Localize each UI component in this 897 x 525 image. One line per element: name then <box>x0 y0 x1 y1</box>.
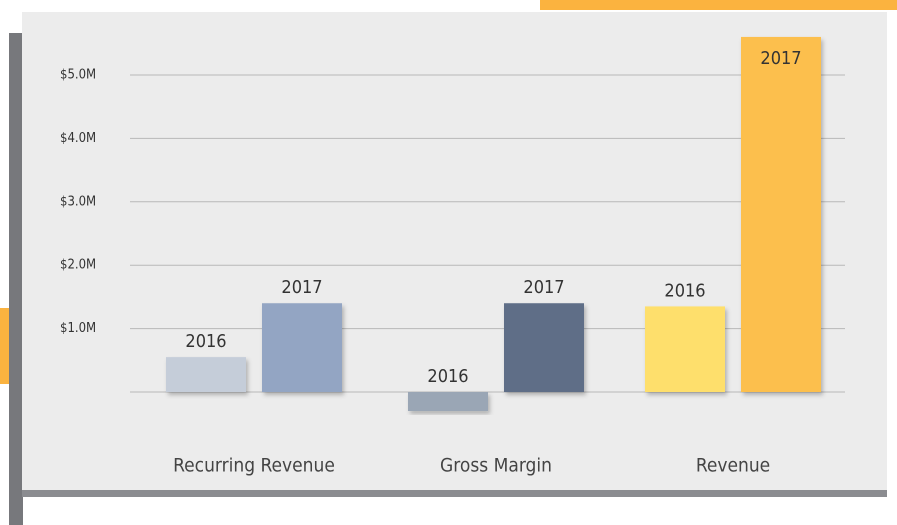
data-label: 2016 <box>664 280 705 301</box>
y-tick-label: $5.0M <box>60 67 96 82</box>
x-tick-label: Gross Margin <box>440 455 552 477</box>
y-tick-label: $4.0M <box>60 131 96 146</box>
bottom-bar <box>22 490 887 497</box>
side-bar <box>9 33 23 525</box>
bar <box>645 306 725 392</box>
y-tick-label: $1.0M <box>60 321 96 336</box>
x-tick-label: Revenue <box>696 455 770 477</box>
data-label: 2016 <box>427 366 468 387</box>
data-label: 2017 <box>760 48 801 69</box>
data-label: 2017 <box>523 277 564 298</box>
accent-bar <box>540 0 897 10</box>
bar <box>408 391 488 412</box>
y-tick-label: $3.0M <box>60 194 96 209</box>
bar <box>262 303 342 392</box>
bar <box>741 36 821 392</box>
y-tick-label: $2.0M <box>60 258 96 273</box>
data-label: 2016 <box>185 331 226 352</box>
bar <box>504 303 584 392</box>
bar <box>166 357 246 392</box>
x-tick-label: Recurring Revenue <box>173 455 335 477</box>
data-label: 2017 <box>281 277 322 298</box>
